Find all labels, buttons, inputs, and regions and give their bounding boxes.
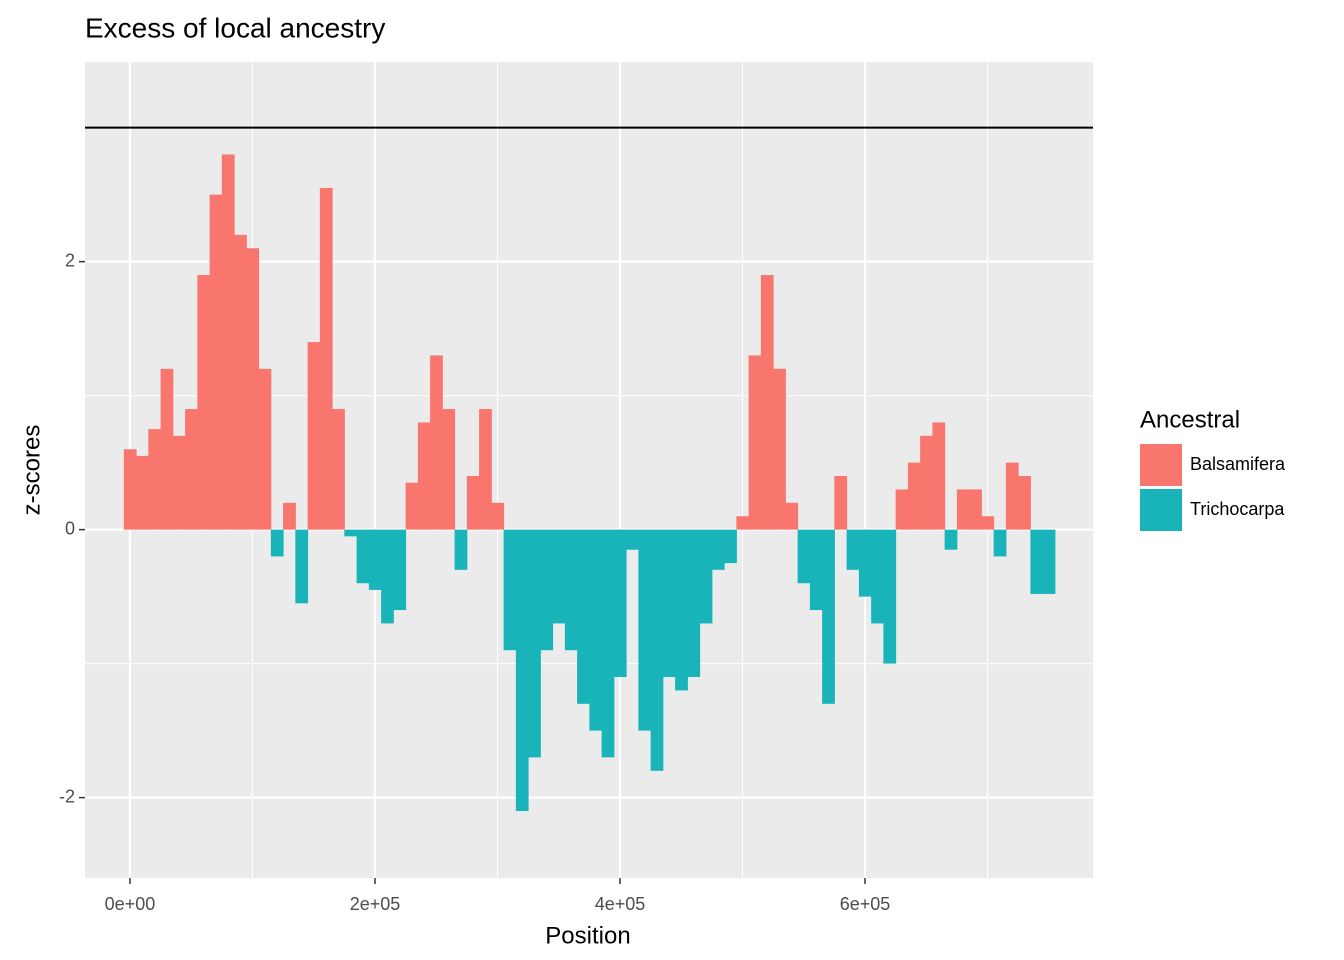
x-tick-label: 4e+05 (595, 894, 646, 914)
area-segment (724, 529, 737, 564)
y-tick-label: -2 (59, 786, 75, 806)
area-segment (969, 489, 982, 530)
area-segment (454, 529, 468, 570)
area-segment (221, 154, 235, 530)
legend-key (1140, 444, 1182, 486)
x-tick-label: 6e+05 (840, 894, 891, 914)
area-segment (711, 529, 725, 570)
x-tick-label: 2e+05 (350, 894, 401, 914)
area-segment (699, 529, 713, 624)
legend-title: Ancestral (1140, 406, 1240, 433)
area-segment (736, 516, 750, 530)
area-segment (638, 529, 652, 731)
area-segment (907, 462, 921, 530)
area-segment (944, 529, 958, 550)
legend-label: Balsamifera (1190, 454, 1286, 474)
area-segment (895, 489, 909, 530)
area-segment (172, 435, 186, 530)
area-segment (846, 529, 860, 570)
area-segment (540, 529, 554, 651)
area-segment (344, 529, 358, 537)
area-segment (1018, 476, 1031, 530)
area-segment (564, 529, 578, 651)
area-segment (601, 529, 615, 758)
area-segment (920, 435, 933, 530)
area-segment (1042, 529, 1056, 594)
area-segment (1005, 462, 1019, 530)
area-segment (626, 529, 639, 550)
area-segment (858, 529, 872, 597)
area-segment (234, 234, 247, 530)
area-segment (332, 409, 345, 530)
area-segment (515, 529, 529, 812)
area-segment (430, 355, 443, 530)
area-segment (479, 409, 492, 530)
area-segment (956, 489, 970, 530)
chart-title: Excess of local ancestry (85, 12, 385, 43)
area-segment (491, 502, 505, 530)
area-segment (503, 529, 517, 651)
area-segment (577, 529, 590, 704)
area-segment (417, 422, 431, 530)
area-segment (136, 455, 149, 530)
area-segment (185, 409, 198, 530)
area-segment (283, 502, 296, 530)
area-segment (650, 529, 664, 771)
area-segment (381, 529, 394, 624)
area-segment (466, 476, 480, 530)
area-segment (160, 368, 174, 530)
y-tick-label: 0 (65, 518, 75, 538)
area-segment (785, 502, 799, 530)
area-segment (528, 529, 541, 758)
area-segment (258, 368, 272, 530)
area-segment (809, 529, 823, 611)
area-segment (356, 529, 370, 584)
area-segment (123, 449, 137, 530)
x-tick-label: 0e+00 (105, 894, 156, 914)
area-segment (760, 275, 774, 530)
area-segment (613, 529, 627, 678)
area-segment (662, 529, 676, 678)
area-segment (1030, 529, 1044, 594)
area-segment (589, 529, 603, 731)
area-segment (307, 342, 321, 530)
area-segment (405, 482, 419, 530)
area-segment (270, 529, 284, 557)
y-axis-title: z-scores (18, 425, 45, 516)
area-segment (687, 529, 701, 678)
area-segment (209, 194, 223, 530)
area-segment (319, 187, 333, 530)
area-segment (981, 516, 995, 530)
x-axis-title: Position (545, 922, 630, 949)
area-segment (442, 409, 456, 530)
area-segment (295, 529, 309, 604)
area-segment (993, 529, 1007, 557)
area-segment (883, 529, 897, 664)
legend-key (1140, 489, 1182, 531)
area-segment (552, 529, 566, 624)
area-segment (932, 422, 946, 530)
area-segment (368, 529, 382, 590)
area-segment (675, 529, 688, 691)
area-segment (797, 529, 811, 584)
y-tick-label: 2 (65, 250, 75, 270)
area-segment (246, 248, 260, 530)
area-segment (148, 429, 162, 530)
area-segment (197, 275, 211, 530)
area-segment (773, 368, 786, 530)
area-segment (871, 529, 884, 624)
area-segment (834, 476, 848, 530)
area-segment (393, 529, 407, 611)
area-segment (822, 529, 835, 704)
legend-label: Trichocarpa (1190, 499, 1285, 519)
area-segment (748, 355, 762, 530)
